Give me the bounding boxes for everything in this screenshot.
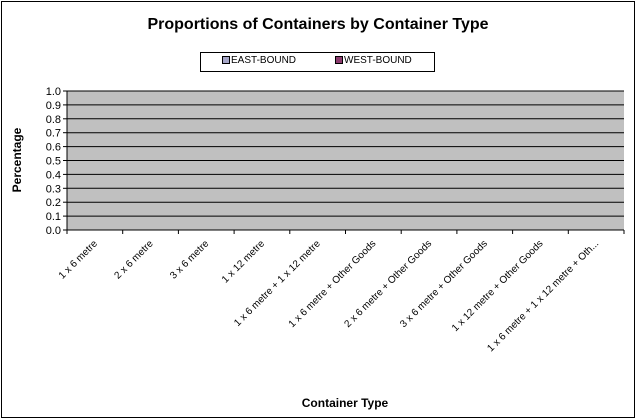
y-tick-label: 0.6 (46, 142, 61, 154)
y-tick-label: 0.8 (46, 114, 61, 126)
y-tick-label: 0.2 (46, 197, 61, 209)
y-tick-label: 0.4 (46, 169, 61, 181)
legend-item-west-bound: WEST-BOUND (335, 55, 412, 66)
y-tick-label: 0.5 (46, 156, 61, 168)
y-tick-label: 1.0 (46, 86, 61, 98)
chart-title: Proportions of Containers by Container T… (147, 16, 489, 33)
legend-label-east-bound: EAST-BOUND (231, 55, 297, 66)
y-tick-label: 0.7 (46, 128, 61, 140)
y-tick-label: 0.0 (46, 225, 61, 237)
legend-label-west-bound: WEST-BOUND (344, 55, 412, 66)
legend-swatch-east-bound (222, 56, 230, 65)
legend-item-east-bound: EAST-BOUND (222, 55, 296, 66)
x-tick-label: 1 x 12 metre (220, 238, 267, 285)
x-tick-label: 3 x 6 metre (168, 238, 211, 281)
x-ticks: 1 x 6 metre 2 x 6 metre 3 x 6 metre 1 x 12 … (57, 230, 625, 354)
y-tick-label: 0.1 (46, 211, 61, 223)
x-tick-label: 1 x 6 metre + 1 x 12 metre + Oth... (485, 238, 601, 354)
y-tick-label: 0.3 (46, 183, 61, 195)
y-ticks: 0.0 0.1 0.2 0.3 0.40.5 0.6 0.7 0.8 0.9 1.0 (46, 86, 67, 237)
x-tick-label: 1 x 12 metre + Other Goods (450, 238, 546, 334)
x-tick-label: 1 x 6 metre (57, 238, 100, 281)
y-tick-label: 0.9 (46, 100, 61, 112)
x-axis-label: Container Type (301, 396, 389, 410)
legend-swatch-west-bound (335, 56, 343, 65)
x-tick-label: 2 x 6 metre (113, 238, 156, 281)
legend: EAST-BOUND WEST-BOUND (200, 52, 435, 72)
